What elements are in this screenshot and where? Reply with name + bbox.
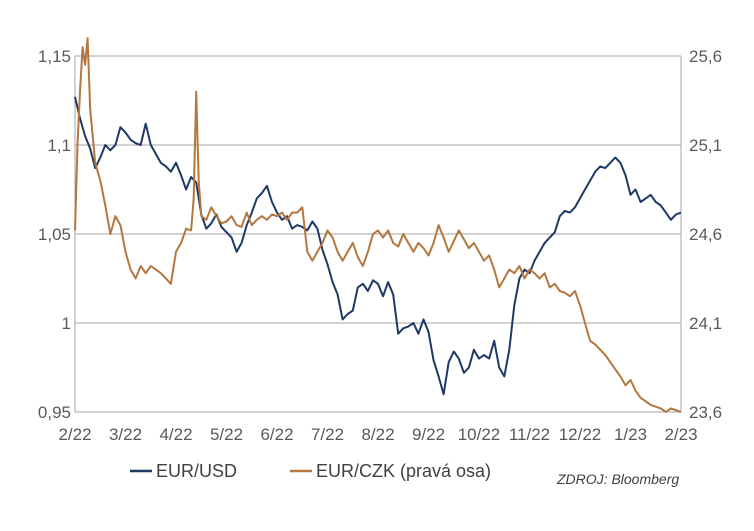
left-tick-label: 0,95 (38, 403, 71, 422)
right-tick-label: 23,6 (689, 403, 722, 422)
x-tick-label: 5/22 (210, 425, 243, 444)
x-axis-ticks: 2/22 3/22 4/22 5/22 6/22 7/22 8/22 9/22 10/22 11/… (58, 425, 697, 444)
left-tick-label: 1,15 (38, 47, 71, 66)
left-axis-ticks: 0,95 1 1,05 1,1 1,15 (38, 47, 71, 422)
series-line-eurczk (74, 37, 682, 413)
x-tick-label: 9/22 (412, 425, 445, 444)
x-tick-label: 2/23 (664, 425, 697, 444)
x-tick-label: 7/22 (311, 425, 344, 444)
right-tick-label: 24,1 (689, 314, 722, 333)
axes (74, 56, 682, 412)
x-tick-label: 6/22 (260, 425, 293, 444)
gridlines (75, 55, 681, 413)
x-tick-label: 4/22 (159, 425, 192, 444)
legend: EUR/USD EUR/CZK (pravá osa) (130, 461, 491, 481)
x-tick-label: 2/22 (58, 425, 91, 444)
left-tick-label: 1,1 (47, 136, 71, 155)
right-axis-ticks: 23,6 24,1 24,6 25,1 25,6 (689, 47, 722, 422)
left-tick-label: 1 (62, 314, 71, 333)
x-tick-label: 12/22 (559, 425, 602, 444)
x-tick-label: 1/23 (614, 425, 647, 444)
legend-label-eurusd: EUR/USD (156, 461, 237, 481)
x-tick-label: 3/22 (109, 425, 142, 444)
x-tick-label: 8/22 (361, 425, 394, 444)
right-tick-label: 24,6 (689, 225, 722, 244)
x-tick-label: 11/22 (509, 425, 550, 444)
series-line-eurusd (74, 96, 682, 396)
x-tick-label: 10/22 (458, 425, 501, 444)
source-note: ZDROJ: Bloomberg (556, 471, 679, 487)
left-tick-label: 1,05 (38, 225, 71, 244)
series-lines (74, 37, 682, 413)
legend-label-eurczk: EUR/CZK (pravá osa) (316, 461, 491, 481)
right-tick-label: 25,6 (689, 47, 722, 66)
right-tick-label: 25,1 (689, 136, 722, 155)
